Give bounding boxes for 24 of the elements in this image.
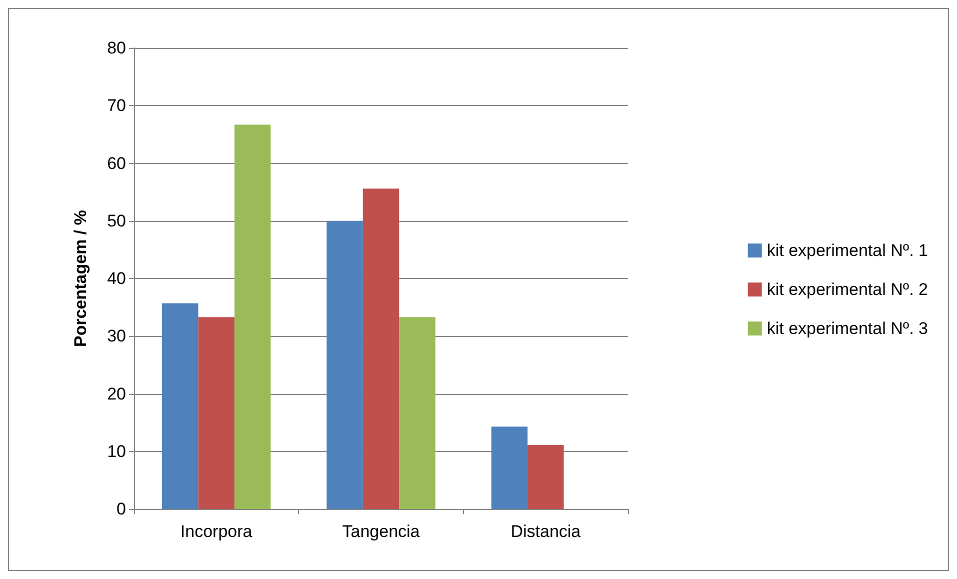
legend-label: kit experimental Nº. 3 xyxy=(766,319,928,338)
y-tick-label: 70 xyxy=(107,96,126,116)
legend-label: kit experimental Nº. 1 xyxy=(766,241,928,260)
legend-label: kit experimental Nº. 2 xyxy=(766,280,928,299)
y-tick-label: 50 xyxy=(107,211,126,230)
y-tick-label: 20 xyxy=(107,384,126,404)
bar xyxy=(362,188,400,509)
x-tick-label: Distancia xyxy=(510,522,582,541)
y-axis-title: Porcentagem / % xyxy=(71,210,90,347)
y-tick-label: 0 xyxy=(116,500,126,518)
y-tick-label: 40 xyxy=(107,269,126,288)
bar xyxy=(198,317,234,509)
bar xyxy=(528,445,564,509)
bar xyxy=(326,220,363,509)
y-tick-label: 60 xyxy=(107,154,126,173)
y-tick-label: 30 xyxy=(107,326,126,346)
bar xyxy=(491,426,528,509)
y-tick-label: 80 xyxy=(107,38,126,58)
y-tick-label: 10 xyxy=(107,442,126,461)
bar xyxy=(234,124,271,509)
x-tick-label: Incorpora xyxy=(180,522,253,541)
x-tick-label: Tangencia xyxy=(342,522,420,541)
bar xyxy=(399,317,436,509)
bar xyxy=(162,303,198,509)
